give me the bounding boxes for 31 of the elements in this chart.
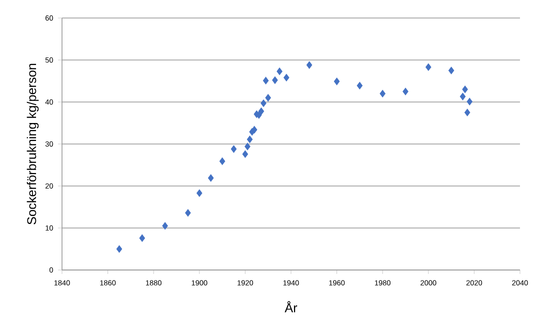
point xyxy=(246,136,253,144)
point xyxy=(230,145,237,153)
y-axis-title: Sockerförbrukning kg/person xyxy=(26,64,39,224)
point xyxy=(426,63,432,71)
point xyxy=(356,82,363,90)
point xyxy=(260,100,266,107)
point xyxy=(116,245,122,253)
point xyxy=(306,61,312,69)
point xyxy=(334,78,340,86)
point xyxy=(196,189,202,197)
point xyxy=(276,68,282,76)
point xyxy=(462,86,468,94)
point xyxy=(284,74,290,82)
point xyxy=(244,142,250,150)
x-axis-title: År xyxy=(284,301,298,312)
point xyxy=(402,88,408,96)
point xyxy=(380,90,386,98)
point xyxy=(242,150,248,158)
point xyxy=(219,157,226,165)
point xyxy=(464,108,470,116)
point xyxy=(185,209,191,217)
point xyxy=(448,66,454,74)
point xyxy=(460,92,466,100)
point xyxy=(208,174,214,182)
point xyxy=(162,222,168,230)
point xyxy=(139,234,146,242)
point xyxy=(258,108,264,115)
point xyxy=(262,76,269,84)
point xyxy=(466,98,472,106)
point xyxy=(265,94,271,102)
point xyxy=(272,76,278,84)
